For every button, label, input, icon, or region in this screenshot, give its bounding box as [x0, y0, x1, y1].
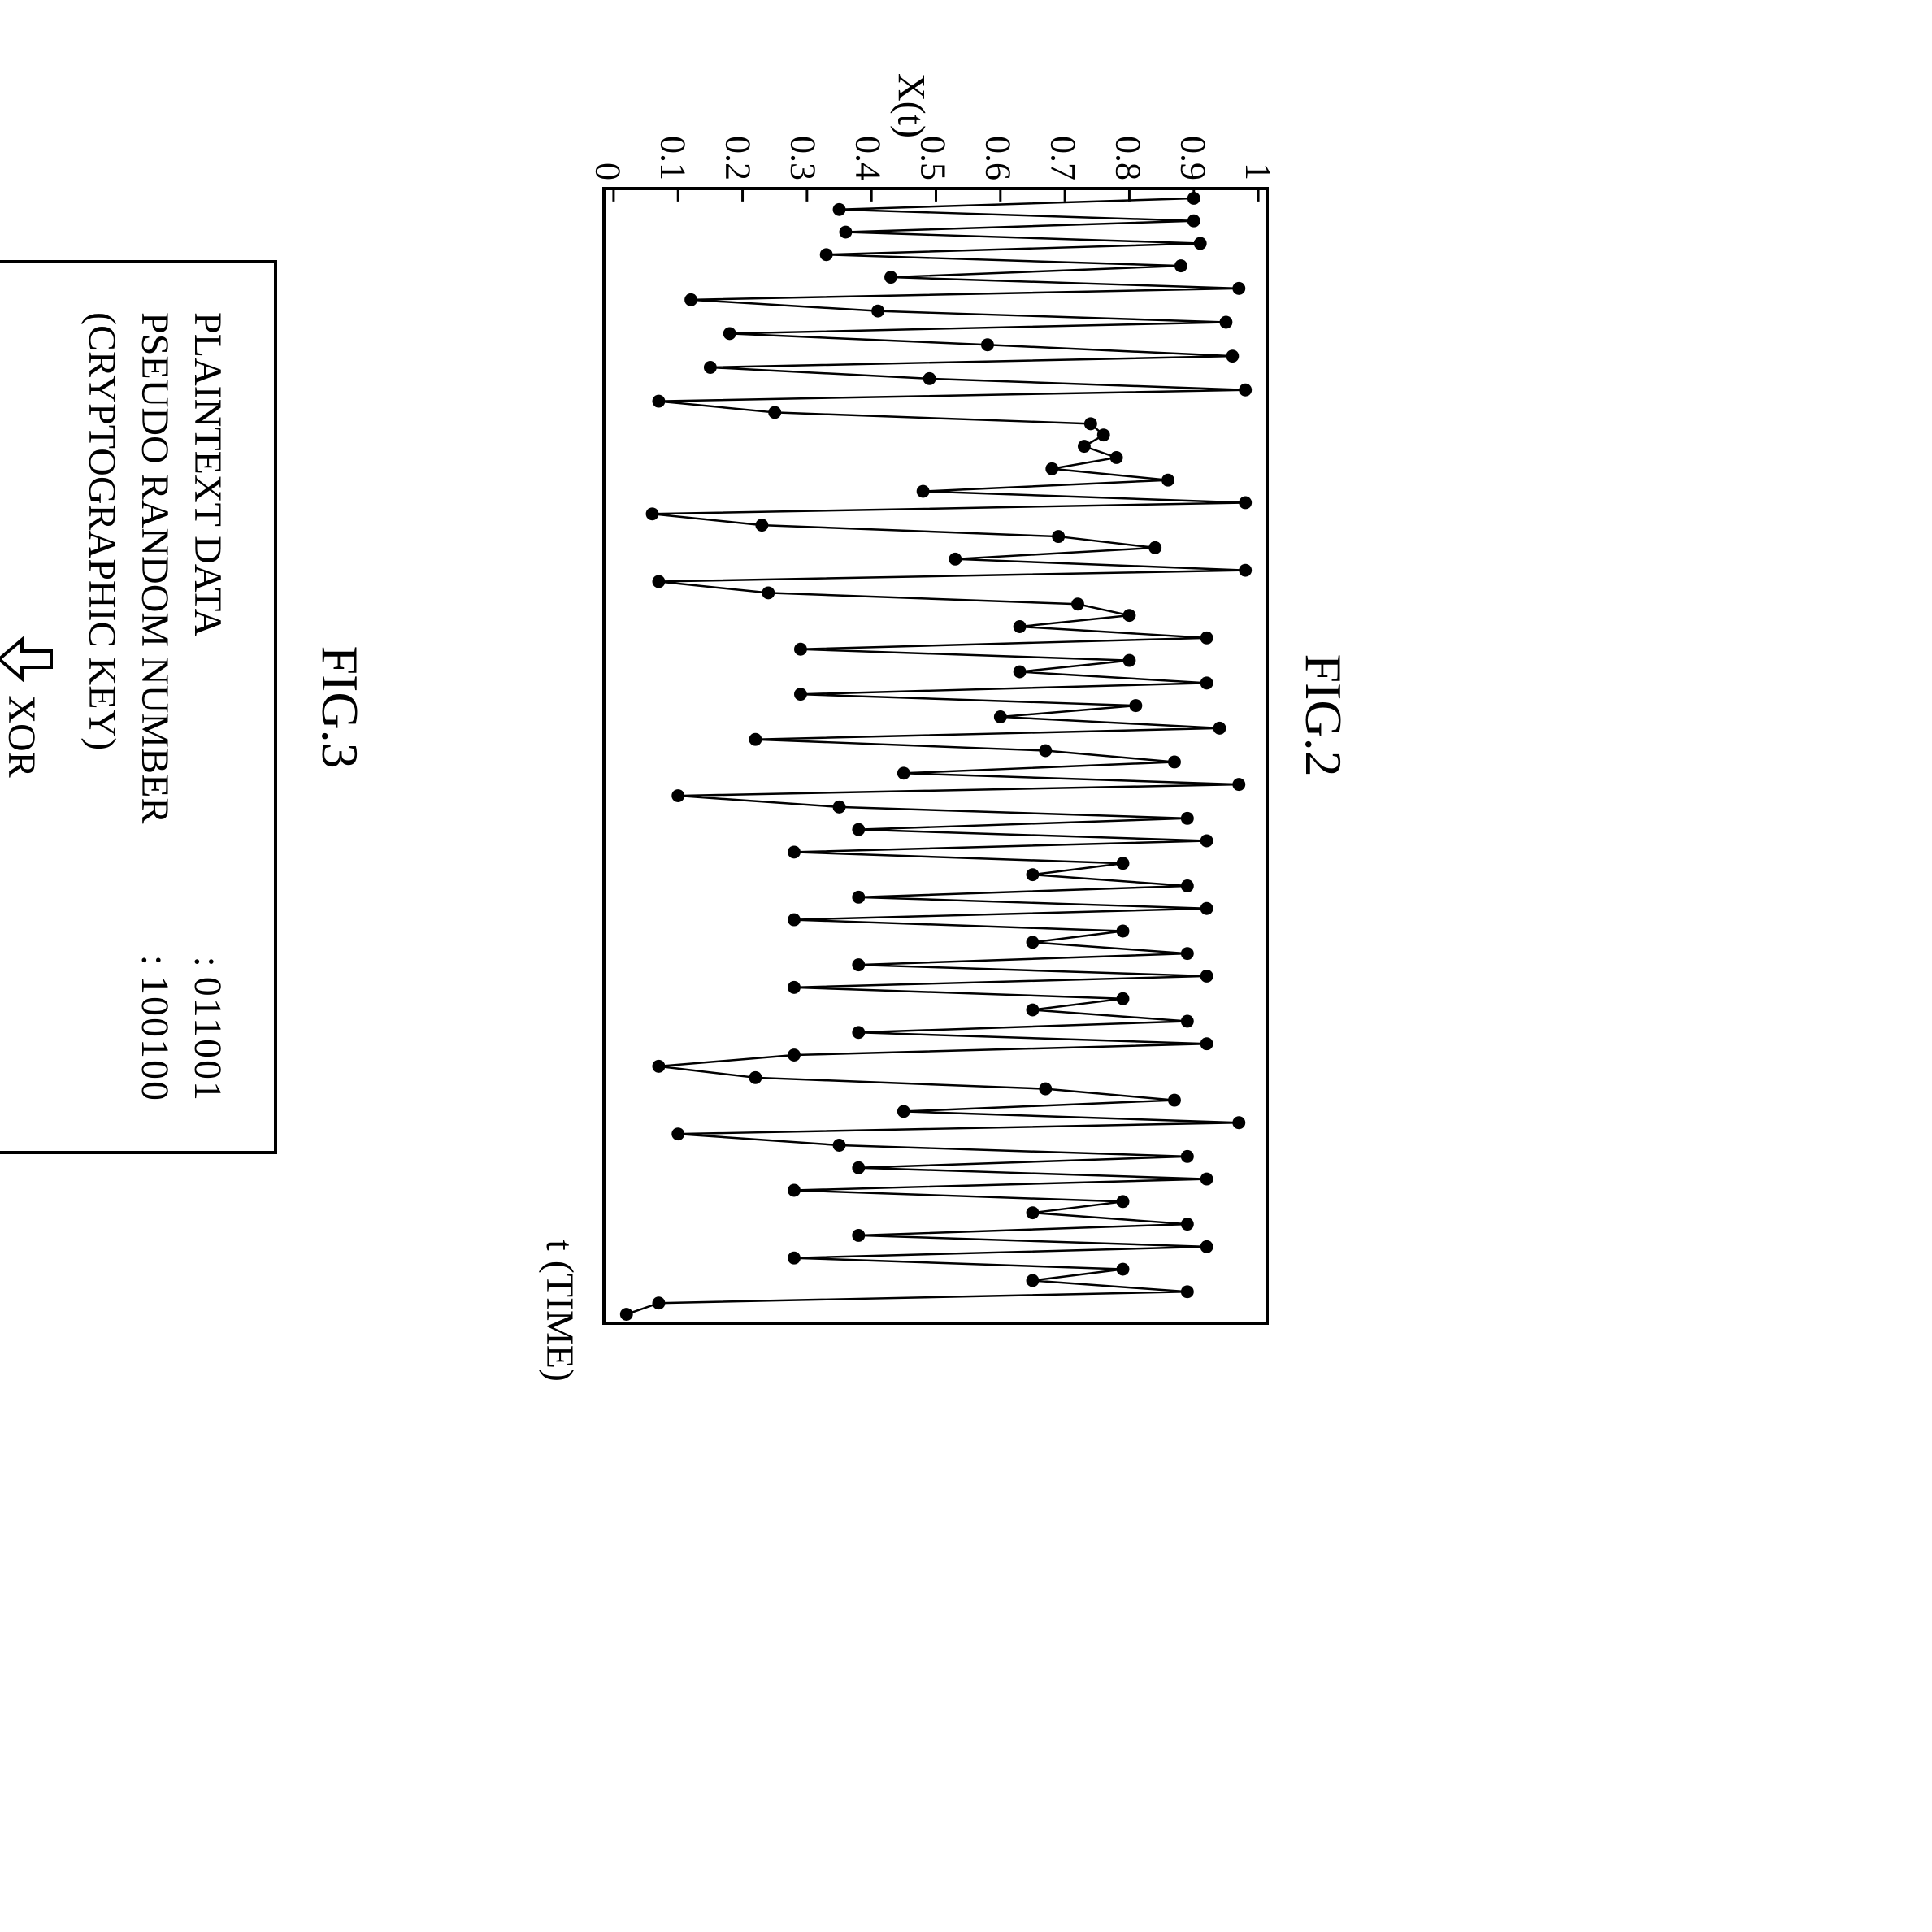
- key-label: PSEUDO RANDOM NUMBER: [128, 312, 180, 823]
- y-tick-label: 0.2: [718, 115, 759, 180]
- figure-3: FIG.3 PLAINTEXT DATA : 011001 PSEUDO RAN…: [0, 260, 370, 1154]
- chart-container: X(t) 00.10.20.30.40.50.60.70.80.91 t (TI…: [554, 98, 1269, 1333]
- y-tick-label: 0: [588, 115, 629, 180]
- figure-2-title: FIG.2: [1293, 98, 1353, 1333]
- plaintext-row: PLAINTEXT DATA : 011001: [180, 312, 233, 1102]
- page: FIG.2 X(t) 00.10.20.30.40.50.60.70.80.91…: [0, 0, 1410, 1410]
- key-sublabel-row: (CRYPTOGRAPHIC KEY): [76, 312, 128, 1102]
- key-value: 100100: [128, 975, 180, 1102]
- down-arrow-icon: [0, 636, 54, 682]
- key-sublabel: (CRYPTOGRAPHIC KEY): [76, 312, 128, 750]
- y-tick-label: 0.6: [978, 115, 1019, 180]
- y-tick-label: 0.3: [783, 115, 824, 180]
- xor-operation-row: XOR: [0, 312, 54, 1102]
- y-tick-label: 0.1: [653, 115, 694, 180]
- y-tick-label: 1: [1238, 115, 1279, 180]
- plot-area: 00.10.20.30.40.50.60.70.80.91: [602, 187, 1269, 1325]
- plaintext-value: 011001: [180, 977, 233, 1102]
- xor-box: PLAINTEXT DATA : 011001 PSEUDO RANDOM NU…: [0, 260, 277, 1154]
- line-chart: [606, 190, 1266, 1322]
- figure-3-title: FIG.3: [310, 260, 370, 1154]
- x-axis-label: t (TIME): [537, 1240, 582, 1382]
- plaintext-label: PLAINTEXT DATA: [180, 312, 233, 636]
- y-tick-label: 0.5: [913, 115, 954, 180]
- y-tick-label: 0.4: [848, 115, 889, 180]
- y-tick-label: 0.8: [1108, 115, 1149, 180]
- colon: :: [128, 945, 180, 975]
- y-tick-label: 0.9: [1173, 115, 1214, 180]
- colon: :: [180, 946, 233, 976]
- xor-label: XOR: [0, 695, 47, 777]
- figure-2: FIG.2 X(t) 00.10.20.30.40.50.60.70.80.91…: [554, 98, 1353, 1333]
- y-tick-label: 0.7: [1043, 115, 1084, 180]
- key-row: PSEUDO RANDOM NUMBER : 100100: [128, 312, 180, 1102]
